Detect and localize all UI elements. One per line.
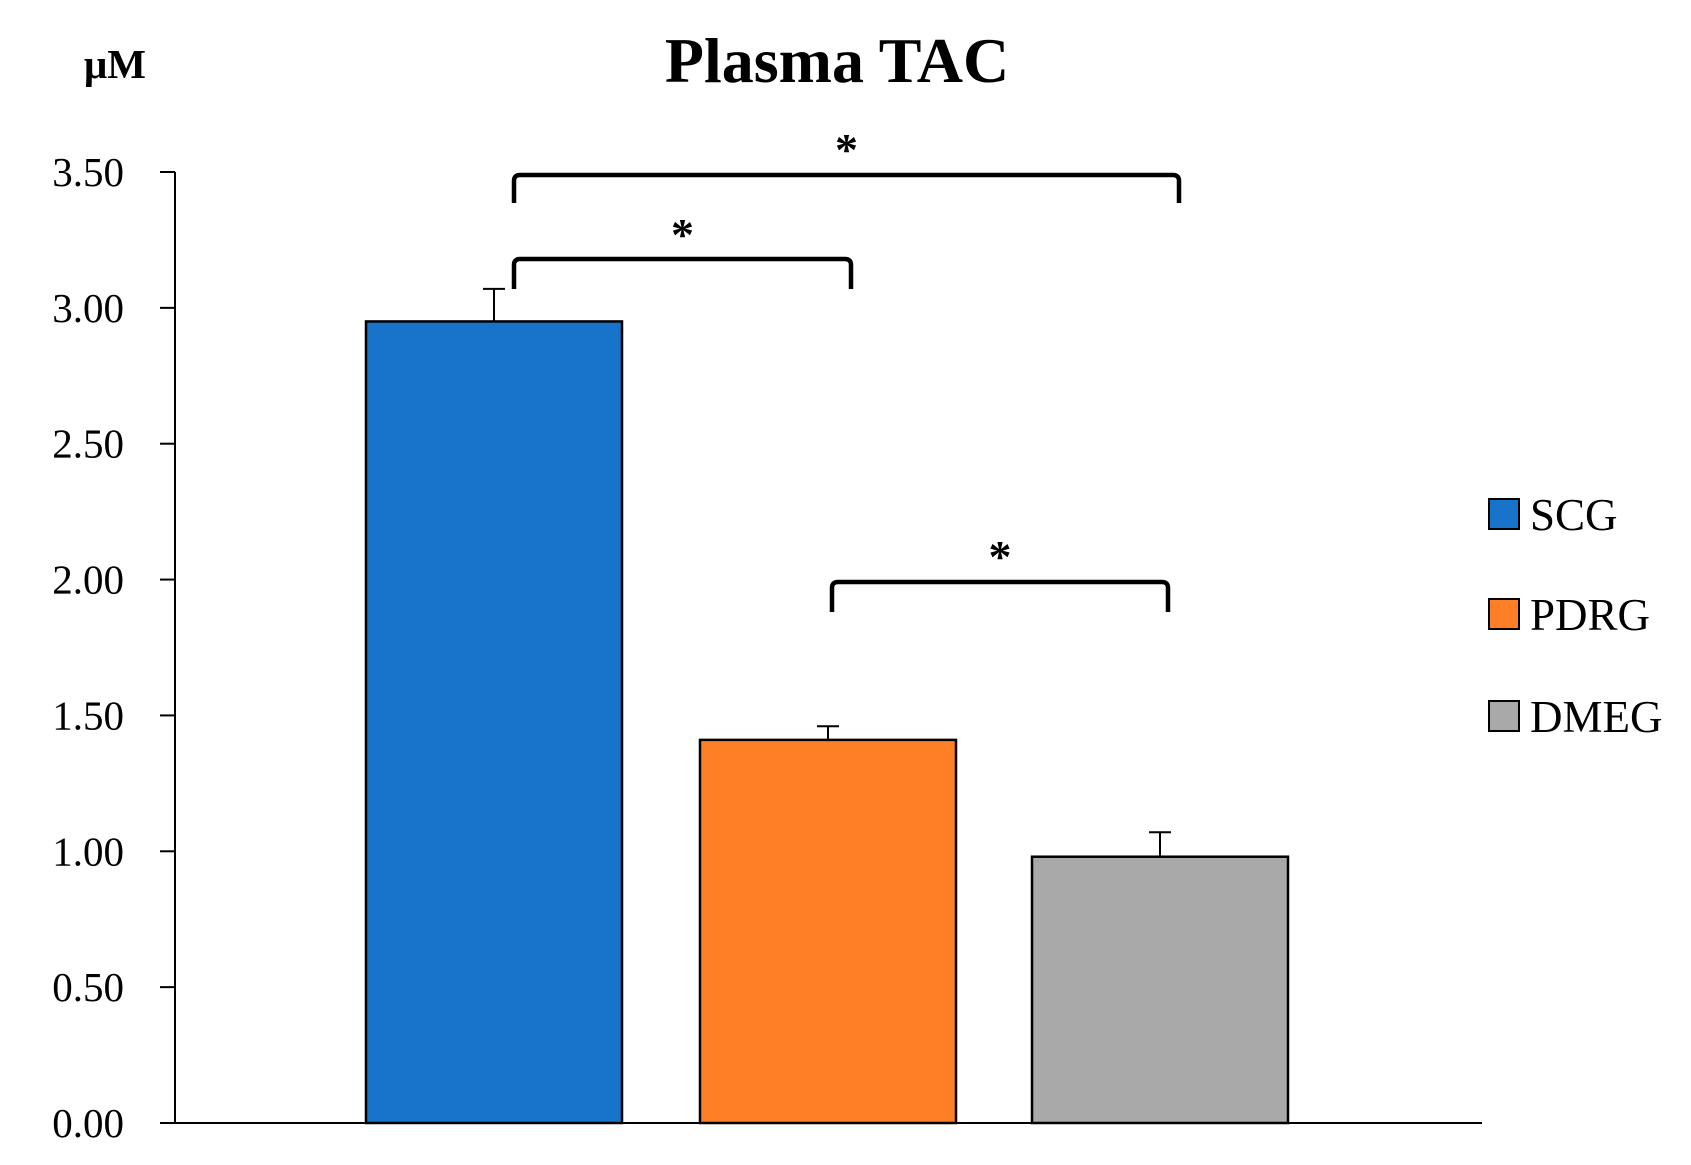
y-tick-label: 0.00 <box>52 1100 124 1146</box>
legend-swatch <box>1488 498 1520 530</box>
significance-star: * <box>835 124 858 175</box>
legend-label: PDRG <box>1530 590 1650 640</box>
bar-scg <box>364 320 624 1125</box>
y-tick-label: 3.50 <box>52 149 124 195</box>
significance-bracket: * <box>511 209 854 289</box>
y-axis-unit-label: μM <box>84 41 146 87</box>
bar-dmeg <box>1030 855 1290 1125</box>
axes: 0.00 0.50 1.00 1.50 2.00 2.50 3.00 3.50 <box>52 149 1482 1146</box>
legend-label: SCG <box>1530 490 1618 540</box>
error-bar-scg <box>483 287 505 322</box>
legend-item-scg: SCG <box>1488 490 1618 540</box>
chart-title: Plasma TAC <box>665 25 1009 96</box>
y-tick-label: 2.00 <box>52 557 124 603</box>
y-tick-label: 2.50 <box>52 421 124 467</box>
significance-star: * <box>989 531 1012 582</box>
significance-brackets: * * * <box>511 124 1182 612</box>
error-bars <box>483 287 1171 857</box>
legend-item-dmeg: DMEG <box>1488 692 1663 742</box>
y-tick-label: 3.00 <box>52 285 124 331</box>
legend-item-pdrg: PDRG <box>1488 590 1650 640</box>
significance-bracket: * <box>511 124 1182 203</box>
y-tick-label: 0.50 <box>52 964 124 1010</box>
error-bar-dmeg <box>1149 831 1171 857</box>
error-bar-pdrg <box>817 725 839 740</box>
significance-star: * <box>671 209 694 260</box>
legend: SCG PDRG DMEG <box>1488 490 1663 742</box>
significance-bracket: * <box>829 531 1171 612</box>
legend-swatch <box>1488 598 1520 630</box>
legend-swatch <box>1488 700 1520 732</box>
legend-label: DMEG <box>1530 692 1663 742</box>
y-tick-label: 1.00 <box>52 828 124 874</box>
bar-pdrg <box>698 738 958 1125</box>
bars <box>364 320 1290 1125</box>
y-tick-label: 1.50 <box>52 692 124 738</box>
